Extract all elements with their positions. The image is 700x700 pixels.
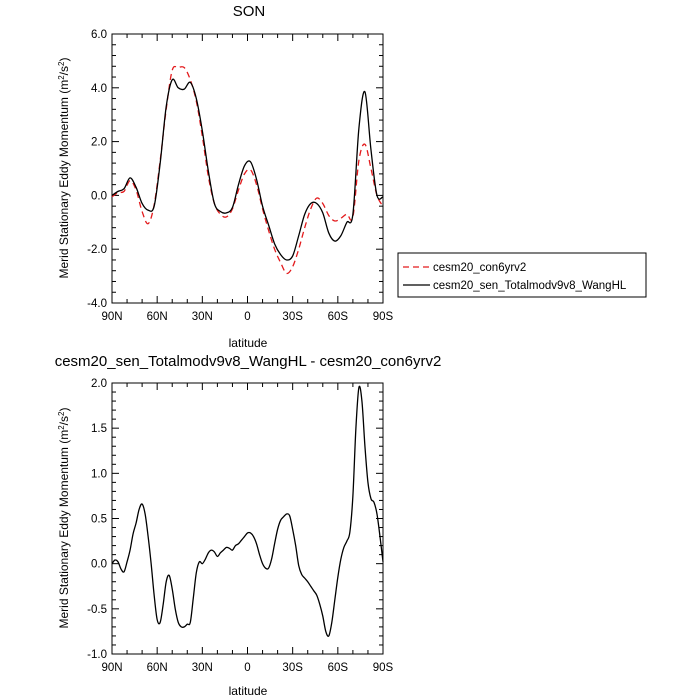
top-ytick-label: 4.0 <box>91 83 107 95</box>
bottom-xtick-label: 0 <box>244 662 250 674</box>
top-xtick-label: 60N <box>147 311 168 323</box>
top-chart-title: SON <box>233 3 266 20</box>
legend-label-con: cesm20_con6yrv2 <box>433 262 526 274</box>
top-xtick-label: 60S <box>328 311 349 323</box>
bottom-xtick-label: 90S <box>373 662 394 674</box>
legend-label-sen: cesm20_sen_Totalmodv9v8_WangHL <box>433 280 627 292</box>
bottom-xtick-label: 90N <box>101 662 122 674</box>
top-ytick-label: 2.0 <box>91 137 107 149</box>
bottom-chart-frame <box>111 382 384 655</box>
bottom-ylabel-sup2: 2 <box>57 411 66 416</box>
top-ylabel-mid: /s <box>57 66 71 75</box>
top-ylabel-end: ) <box>57 58 71 62</box>
top-ytick-label: 6.0 <box>91 29 107 41</box>
bottom-ytick-label: 1.0 <box>91 468 107 480</box>
top-ytick-label: -2.0 <box>87 244 107 256</box>
top-ylabel-sup2: 2 <box>57 61 66 66</box>
top-series-line-1 <box>111 78 384 261</box>
bottom-ytick-label: 0.0 <box>91 559 107 571</box>
bottom-xtick-label: 30N <box>192 662 213 674</box>
top-ytick-label: 0.0 <box>91 190 107 202</box>
top-panel: SON 90N 60N 30N 0 30S 60S 90S -4.0 -2.0 0.0 2.0 4.0… <box>57 3 394 350</box>
bottom-ylabel-sup: 2 <box>57 425 66 430</box>
bottom-xtick-label: 30S <box>282 662 303 674</box>
legend-box <box>397 252 647 298</box>
top-chart-ylabel: Merid Stationary Eddy Momentum (m2/s2) <box>57 58 72 279</box>
bottom-ytick-label: 0.5 <box>91 514 107 526</box>
top-chart-ticks: 90N 60N 30N 0 30S 60S 90S -4.0 -2.0 0.0 2.0 4.0 6.0 <box>87 29 393 323</box>
legend: cesm20_con6yrv2 cesm20_sen_Totalmodv9v8_… <box>397 252 647 298</box>
bottom-ytick-label: 1.5 <box>91 423 107 435</box>
top-chart-frame <box>111 33 384 304</box>
top-xtick-label: 90S <box>373 311 394 323</box>
bottom-chart-ticks: 90N 60N 30N 0 30S 60S 90S -1.0 -0.5 0.0 0.5 1.0 1.5 2… <box>87 378 393 674</box>
top-ytick-label: -4.0 <box>87 298 107 310</box>
bottom-xtick-label: 60N <box>147 662 168 674</box>
top-ylabel-sup: 2 <box>57 75 66 80</box>
bottom-panel: cesm20_sen_Totalmodv9v8_WangHL - cesm20_… <box>55 353 442 698</box>
bottom-ylabel-mid: /s <box>57 416 71 425</box>
bottom-chart-ylabel: Merid Stationary Eddy Momentum (m2/s2) <box>57 408 72 629</box>
bottom-ytick-label: 2.0 <box>91 378 107 390</box>
top-xtick-label: 90N <box>101 311 122 323</box>
top-chart-xlabel: latitude <box>229 336 268 350</box>
bottom-chart-title: cesm20_sen_Totalmodv9v8_WangHL - cesm20_… <box>55 353 442 370</box>
bottom-ylabel-end: ) <box>57 408 71 412</box>
top-ylabel-main: Merid Stationary Eddy Momentum (m <box>57 80 71 279</box>
bottom-ytick-label: -0.5 <box>87 604 107 616</box>
bottom-ytick-label: -1.0 <box>87 649 107 661</box>
bottom-ylabel-main: Merid Stationary Eddy Momentum (m <box>57 430 71 629</box>
top-xtick-label: 30S <box>282 311 303 323</box>
top-series-line-0 <box>111 65 384 275</box>
bottom-series-line-0 <box>111 385 384 637</box>
top-chart-series <box>111 65 384 275</box>
bottom-xtick-label: 60S <box>328 662 349 674</box>
bottom-chart-xlabel: latitude <box>229 684 268 698</box>
top-xtick-label: 0 <box>244 311 250 323</box>
bottom-chart-series <box>111 385 384 637</box>
top-xtick-label: 30N <box>192 311 213 323</box>
